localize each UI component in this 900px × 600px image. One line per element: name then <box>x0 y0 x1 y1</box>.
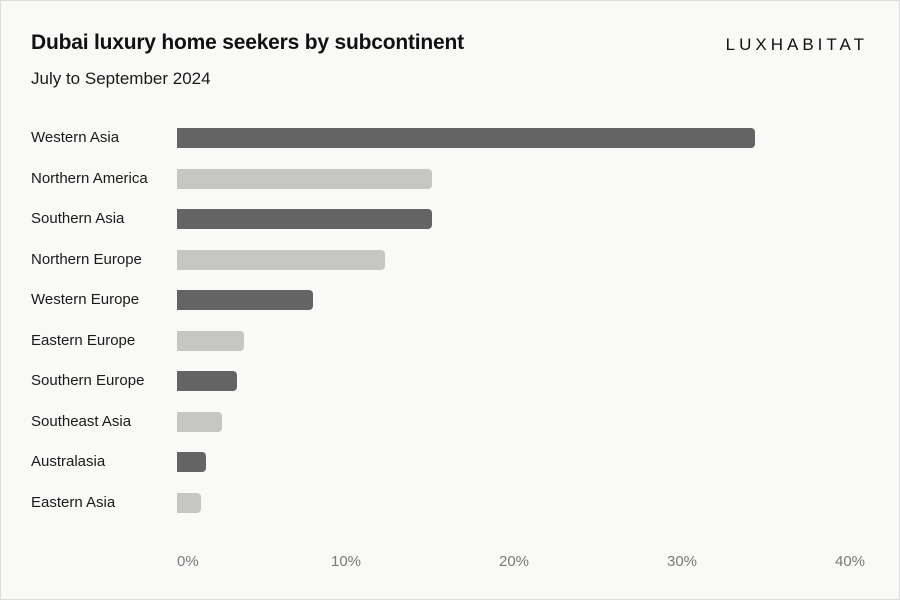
bar <box>177 493 201 513</box>
category-label: Western Europe <box>31 291 140 308</box>
category-label: Southeast Asia <box>31 413 132 430</box>
category-label: Southern Europe <box>31 372 145 389</box>
category-label: Northern Europe <box>31 251 142 268</box>
category-label: Southern Asia <box>31 210 125 227</box>
category-label: Western Asia <box>31 129 120 146</box>
x-tick-label: 30% <box>667 553 698 570</box>
bar <box>177 250 385 270</box>
bar <box>177 209 432 229</box>
category-label: Australasia <box>31 453 106 470</box>
chart-subtitle: July to September 2024 <box>31 69 211 88</box>
chart-title: Dubai luxury home seekers by subcontinen… <box>31 31 464 54</box>
x-tick-label: 20% <box>499 553 530 570</box>
bar <box>177 331 244 351</box>
x-tick-label: 40% <box>835 553 866 570</box>
bar <box>177 412 222 432</box>
x-tick-label: 0% <box>177 553 199 570</box>
bar <box>177 371 237 391</box>
category-label: Eastern Asia <box>31 494 116 511</box>
bar <box>177 452 206 472</box>
category-label: Northern America <box>31 170 148 187</box>
bar <box>177 290 313 310</box>
category-label: Eastern Europe <box>31 332 136 349</box>
brand-logo: LUXHABITAT <box>725 35 868 54</box>
bar <box>177 169 432 189</box>
x-tick-label: 10% <box>331 553 362 570</box>
bar <box>177 128 755 148</box>
